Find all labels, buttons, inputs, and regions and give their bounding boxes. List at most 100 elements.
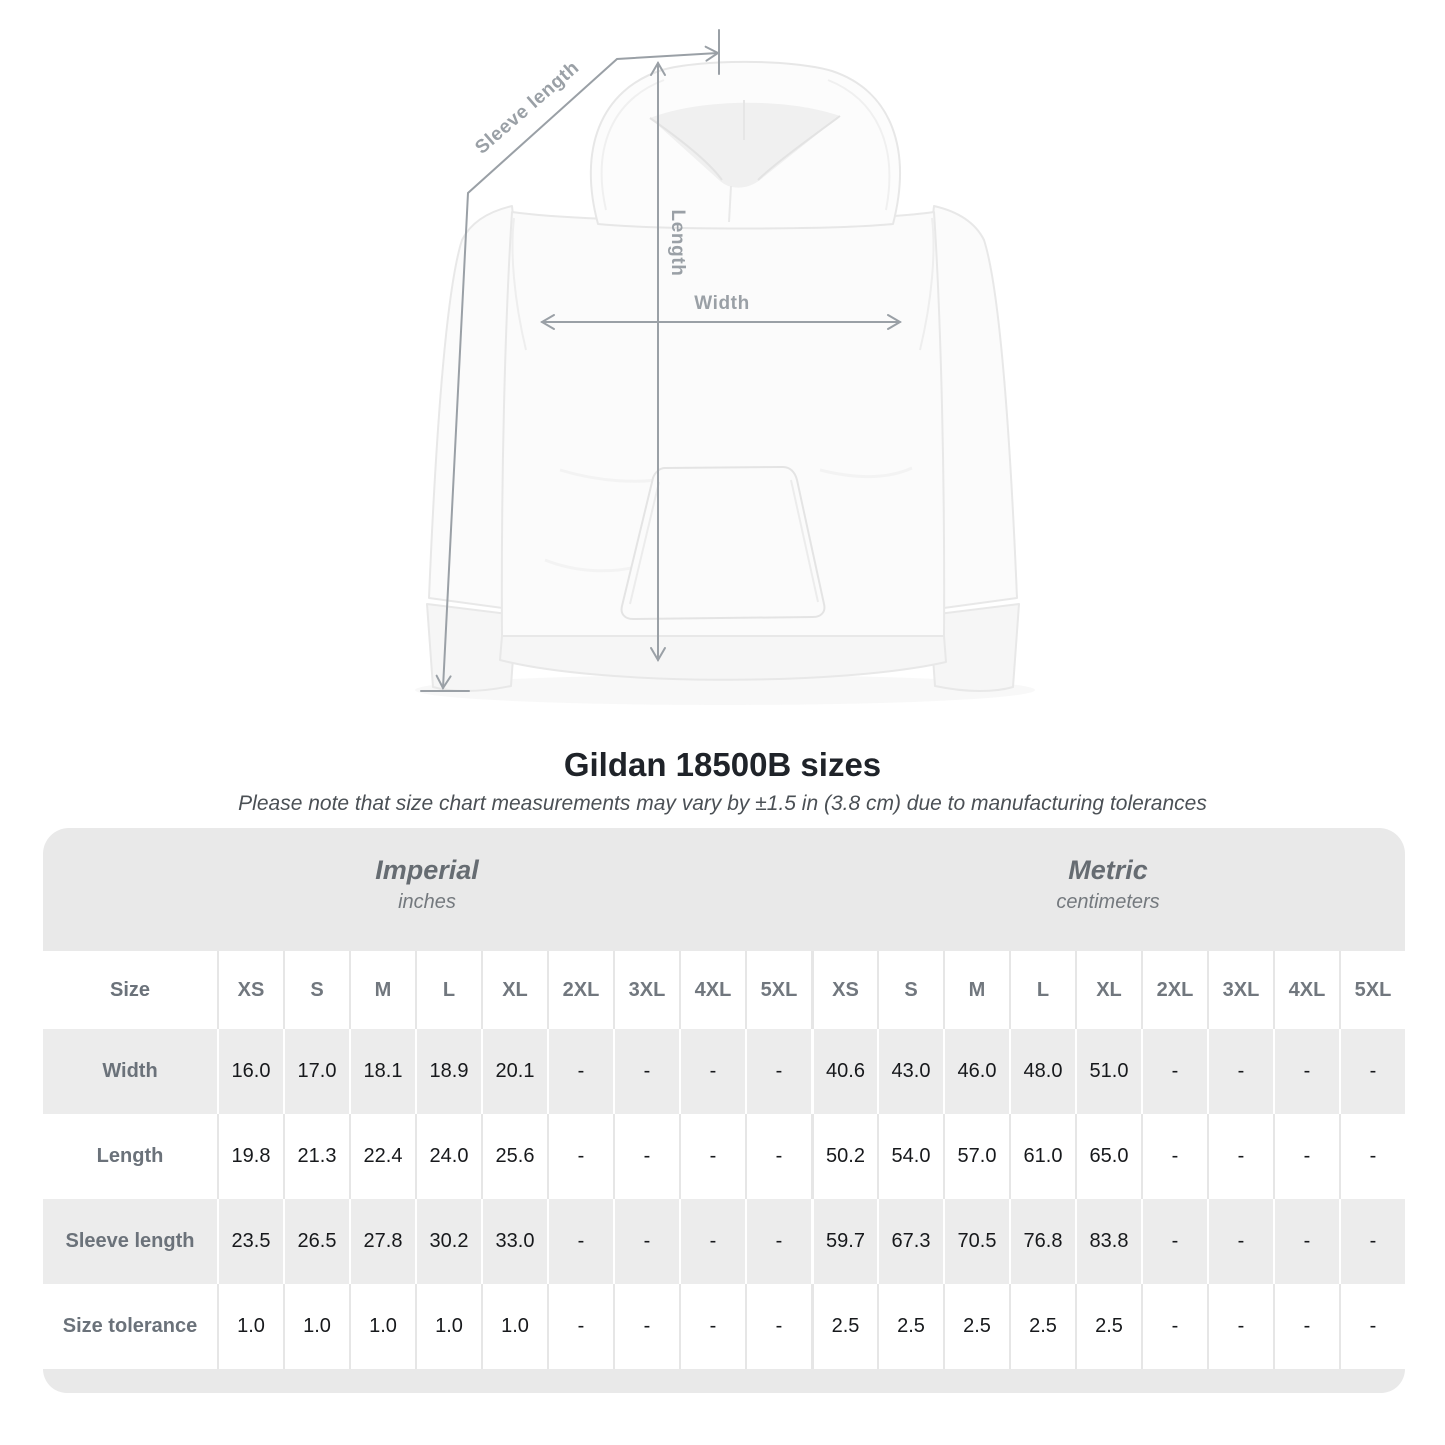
size-header-metric-4xl: 4XL bbox=[1273, 951, 1339, 1029]
measurement-row-size-tolerance: Size tolerance 1.0 1.0 1.0 1.0 1.0- - - -2.5 2.5 2… bbox=[43, 1284, 1405, 1369]
chest-placket-seam bbox=[728, 185, 732, 223]
value-metric-length-3xl: - bbox=[1207, 1114, 1273, 1199]
hood-fold-right bbox=[827, 79, 891, 211]
size-header-metric-2xl: 2XL bbox=[1141, 951, 1207, 1029]
measurement-row-length: Length 19.8 21.3 22.4 24.0 25.6- - - -50.2 54.0 57… bbox=[43, 1114, 1405, 1199]
value-imperial-width-xs: 16.0 bbox=[217, 1029, 283, 1114]
value-metric-size-tolerance-3xl: - bbox=[1207, 1284, 1273, 1369]
value-metric-width-l: 48.0 bbox=[1009, 1029, 1075, 1114]
imperial-unit-label: inches bbox=[398, 891, 456, 913]
value-metric-size-tolerance-l: 2.5 bbox=[1009, 1284, 1075, 1369]
value-metric-sleeve-length-3xl: - bbox=[1207, 1199, 1273, 1284]
metric-header: Metric centimeters bbox=[811, 828, 1405, 951]
value-imperial-sleeve-length-2xl: - bbox=[547, 1199, 613, 1284]
value-metric-length-s: 54.0 bbox=[877, 1114, 943, 1199]
size-chart-table: Imperial inches Metric centimeters Size … bbox=[43, 828, 1405, 1393]
hood-drape-right bbox=[757, 115, 841, 181]
value-imperial-width-l: 18.9 bbox=[415, 1029, 481, 1114]
value-metric-size-tolerance-5xl: - bbox=[1339, 1284, 1405, 1369]
size-header-metric-s: S bbox=[877, 951, 943, 1029]
metric-label: Metric bbox=[1068, 855, 1148, 885]
value-metric-size-tolerance-4xl: - bbox=[1273, 1284, 1339, 1369]
value-imperial-sleeve-length-s: 26.5 bbox=[283, 1199, 349, 1284]
value-metric-size-tolerance-s: 2.5 bbox=[877, 1284, 943, 1369]
size-header-metric-m: M bbox=[943, 951, 1009, 1029]
value-imperial-length-m: 22.4 bbox=[349, 1114, 415, 1199]
value-imperial-sleeve-length-xs: 23.5 bbox=[217, 1199, 283, 1284]
value-metric-sleeve-length-xs: 59.7 bbox=[811, 1199, 877, 1284]
size-header-metric-xs: XS bbox=[811, 951, 877, 1029]
value-imperial-length-5xl: - bbox=[745, 1114, 811, 1199]
value-metric-size-tolerance-m: 2.5 bbox=[943, 1284, 1009, 1369]
size-header-imperial-3xl: 3XL bbox=[613, 951, 679, 1029]
value-imperial-width-3xl: - bbox=[613, 1029, 679, 1114]
value-imperial-size-tolerance-4xl: - bbox=[679, 1284, 745, 1369]
value-imperial-size-tolerance-xs: 1.0 bbox=[217, 1284, 283, 1369]
value-metric-size-tolerance-xl: 2.5 bbox=[1075, 1284, 1141, 1369]
value-imperial-length-xs: 19.8 bbox=[217, 1114, 283, 1199]
value-imperial-sleeve-length-4xl: - bbox=[679, 1199, 745, 1284]
value-metric-width-s: 43.0 bbox=[877, 1029, 943, 1114]
value-imperial-sleeve-length-5xl: - bbox=[745, 1199, 811, 1284]
value-metric-length-xs: 50.2 bbox=[811, 1114, 877, 1199]
value-metric-length-5xl: - bbox=[1339, 1114, 1405, 1199]
value-imperial-size-tolerance-l: 1.0 bbox=[415, 1284, 481, 1369]
size-column-header: Size bbox=[109, 978, 151, 1001]
value-imperial-length-3xl: - bbox=[613, 1114, 679, 1199]
value-imperial-width-m: 18.1 bbox=[349, 1029, 415, 1114]
hem-band bbox=[499, 635, 947, 681]
measurement-row-sleeve-length: Sleeve length 23.5 26.5 27.8 30.2 33.0- - - -59.… bbox=[43, 1199, 1405, 1284]
imperial-header: Imperial inches bbox=[43, 828, 811, 951]
value-metric-width-2xl: - bbox=[1141, 1029, 1207, 1114]
unit-header-strip: Imperial inches Metric centimeters bbox=[43, 828, 1405, 951]
value-metric-length-xl: 65.0 bbox=[1075, 1114, 1141, 1199]
right-cuff bbox=[929, 603, 1020, 692]
row-label-width: Width bbox=[102, 1060, 158, 1082]
value-imperial-size-tolerance-s: 1.0 bbox=[283, 1284, 349, 1369]
row-label-sleeve-length: Sleeve length bbox=[65, 1230, 195, 1252]
size-header-imperial-5xl: 5XL bbox=[745, 951, 811, 1029]
length-annotation-label: Length bbox=[667, 210, 688, 277]
value-metric-width-3xl: - bbox=[1207, 1029, 1273, 1114]
value-metric-width-m: 46.0 bbox=[943, 1029, 1009, 1114]
value-imperial-size-tolerance-m: 1.0 bbox=[349, 1284, 415, 1369]
size-header-imperial-xl: XL bbox=[481, 951, 547, 1029]
imperial-label: Imperial bbox=[375, 855, 479, 885]
size-header-imperial-xs: XS bbox=[217, 951, 283, 1029]
value-imperial-sleeve-length-xl: 33.0 bbox=[481, 1199, 547, 1284]
size-header-metric-3xl: 3XL bbox=[1207, 951, 1273, 1029]
value-imperial-width-5xl: - bbox=[745, 1029, 811, 1114]
value-imperial-length-2xl: - bbox=[547, 1114, 613, 1199]
value-imperial-length-4xl: - bbox=[679, 1114, 745, 1199]
size-header-imperial-l: L bbox=[415, 951, 481, 1029]
value-imperial-size-tolerance-5xl: - bbox=[745, 1284, 811, 1369]
pocket-seam-right bbox=[790, 479, 819, 603]
size-header-metric-5xl: 5XL bbox=[1339, 951, 1405, 1029]
value-metric-width-4xl: - bbox=[1273, 1029, 1339, 1114]
value-imperial-width-2xl: - bbox=[547, 1029, 613, 1114]
measurement-row-width: Width 16.0 17.0 18.1 18.9 20.1- - - -40.6 43.0 46.… bbox=[43, 1029, 1405, 1114]
sleeve-length-arrow bbox=[435, 45, 720, 690]
value-imperial-length-s: 21.3 bbox=[283, 1114, 349, 1199]
value-metric-sleeve-length-4xl: - bbox=[1273, 1199, 1339, 1284]
measurement-annotations bbox=[420, 29, 902, 692]
value-metric-size-tolerance-2xl: - bbox=[1141, 1284, 1207, 1369]
value-imperial-width-s: 17.0 bbox=[283, 1029, 349, 1114]
size-header-imperial-s: S bbox=[283, 951, 349, 1029]
size-header-imperial-m: M bbox=[349, 951, 415, 1029]
value-imperial-sleeve-length-3xl: - bbox=[613, 1199, 679, 1284]
sleeve-length-annotation-label: Sleeve length bbox=[471, 57, 583, 158]
body-wrinkle bbox=[819, 466, 913, 478]
hoodie-measurement-diagram: Sleeve length Length Width bbox=[420, 29, 1020, 692]
value-metric-size-tolerance-xs: 2.5 bbox=[811, 1284, 877, 1369]
size-header-metric-l: L bbox=[1009, 951, 1075, 1029]
value-metric-width-xs: 40.6 bbox=[811, 1029, 877, 1114]
value-metric-sleeve-length-5xl: - bbox=[1339, 1199, 1405, 1284]
value-metric-length-l: 61.0 bbox=[1009, 1114, 1075, 1199]
tolerance-note: Please note that size chart measurements… bbox=[238, 792, 1207, 815]
row-label-length: Length bbox=[96, 1145, 164, 1167]
value-imperial-width-4xl: - bbox=[679, 1029, 745, 1114]
value-metric-sleeve-length-l: 76.8 bbox=[1009, 1199, 1075, 1284]
row-label-size-tolerance: Size tolerance bbox=[62, 1315, 198, 1337]
width-annotation-label: Width bbox=[694, 293, 750, 314]
